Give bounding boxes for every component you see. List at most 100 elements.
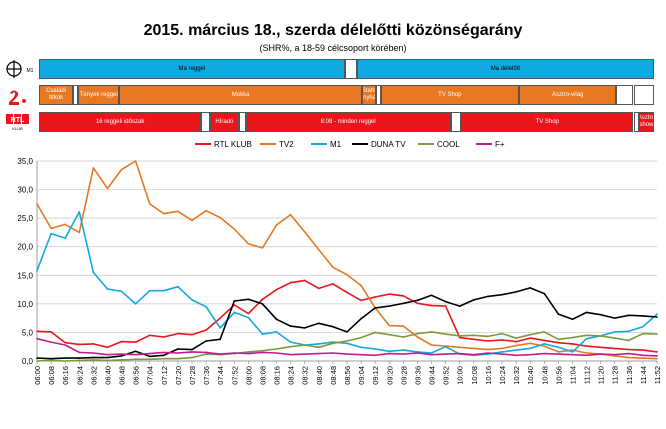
data-point bbox=[36, 360, 38, 362]
data-point bbox=[529, 353, 531, 356]
data-point bbox=[543, 331, 546, 333]
rtl-programme-block: 16 reggeli időszak bbox=[39, 112, 202, 132]
data-point bbox=[36, 337, 38, 340]
data-point bbox=[656, 355, 658, 357]
data-point bbox=[50, 359, 52, 362]
data-point bbox=[261, 351, 264, 354]
data-point bbox=[501, 339, 503, 341]
data-point bbox=[430, 344, 433, 346]
data-point bbox=[261, 247, 264, 249]
data-point bbox=[50, 232, 52, 235]
data-point bbox=[515, 291, 517, 293]
data-point bbox=[50, 331, 52, 333]
data-point bbox=[613, 317, 616, 319]
data-point bbox=[163, 357, 165, 360]
share-line-chart: 0,0 5,0 10,0 15,0 20,0 25,0 30,0 35,0 06:00 06:08… bbox=[17, 140, 662, 385]
data-point bbox=[374, 354, 376, 357]
data-point bbox=[599, 353, 602, 355]
data-point bbox=[64, 360, 66, 362]
data-point bbox=[402, 336, 405, 338]
data-point bbox=[430, 352, 433, 354]
data-point bbox=[289, 345, 292, 348]
data-point bbox=[642, 315, 644, 317]
x-tick-label: 07:28 bbox=[188, 366, 197, 385]
data-point bbox=[346, 340, 348, 342]
data-point bbox=[191, 356, 193, 359]
data-point bbox=[50, 227, 52, 230]
m1-programme-block bbox=[344, 59, 357, 79]
data-point bbox=[275, 331, 278, 333]
x-tick-label: 09:52 bbox=[442, 366, 451, 385]
data-point bbox=[444, 333, 447, 335]
tv2-programme-block: Tények reggel bbox=[78, 85, 120, 105]
tv2-programme-block: Családi titkok bbox=[39, 85, 74, 105]
data-point bbox=[92, 352, 95, 354]
data-point bbox=[148, 352, 151, 355]
data-point bbox=[318, 322, 320, 325]
data-point bbox=[599, 346, 602, 349]
data-point bbox=[416, 302, 419, 305]
x-tick-label: 08:16 bbox=[273, 366, 282, 385]
x-tick-label: 10:08 bbox=[470, 366, 479, 385]
data-point bbox=[501, 347, 503, 350]
data-point bbox=[92, 356, 95, 359]
data-point bbox=[473, 353, 475, 356]
data-point bbox=[515, 337, 517, 339]
rtl-programme-block: 8:08 - minden reggel bbox=[245, 112, 451, 132]
y-tick-label: 35,0 bbox=[17, 157, 33, 166]
data-point bbox=[289, 353, 292, 356]
data-point bbox=[388, 333, 391, 336]
data-point bbox=[473, 347, 475, 350]
m1-logo-icon: M1 bbox=[6, 60, 34, 78]
data-point bbox=[628, 314, 630, 317]
data-point bbox=[275, 224, 278, 226]
data-point bbox=[515, 340, 517, 343]
data-point bbox=[656, 333, 658, 335]
data-point bbox=[36, 357, 38, 359]
data-point bbox=[585, 337, 588, 340]
data-point bbox=[78, 359, 81, 362]
data-point bbox=[64, 357, 66, 359]
legend-label: F+ bbox=[495, 140, 505, 149]
data-point bbox=[134, 353, 137, 356]
data-point bbox=[261, 298, 264, 301]
data-point bbox=[487, 335, 489, 338]
data-point bbox=[487, 352, 489, 354]
data-point bbox=[458, 352, 461, 355]
data-point bbox=[148, 334, 151, 337]
data-point bbox=[571, 318, 574, 321]
data-point bbox=[303, 231, 306, 233]
tv2-programme-block: Stahl konyhája bbox=[361, 85, 376, 105]
data-point bbox=[416, 352, 419, 354]
tv2-programme-block bbox=[73, 85, 79, 105]
x-tick-label: 09:20 bbox=[385, 366, 394, 385]
data-point bbox=[134, 341, 137, 343]
data-point bbox=[318, 248, 320, 251]
data-point bbox=[444, 345, 447, 348]
data-point bbox=[487, 348, 489, 351]
data-point bbox=[247, 316, 250, 319]
data-point bbox=[205, 353, 207, 355]
rtl-programme-block bbox=[238, 112, 246, 132]
x-tick-label: 06:40 bbox=[103, 366, 112, 385]
data-point bbox=[444, 353, 447, 355]
data-point bbox=[233, 228, 236, 230]
x-tick-label: 10:48 bbox=[540, 366, 549, 385]
data-point bbox=[219, 338, 221, 341]
data-point bbox=[557, 351, 560, 353]
data-point bbox=[346, 331, 348, 333]
data-point bbox=[402, 302, 405, 305]
x-tick-label: 09:04 bbox=[357, 366, 366, 385]
data-point bbox=[642, 354, 644, 357]
x-tick-label: 08:56 bbox=[343, 366, 352, 385]
tv2-programme-block: Mokka bbox=[119, 85, 362, 105]
x-tick-label: 08:32 bbox=[301, 366, 310, 385]
legend-label: TV2 bbox=[279, 140, 294, 149]
tv2-programme-block: TV Shop bbox=[380, 85, 520, 105]
data-point bbox=[332, 342, 334, 345]
data-point bbox=[191, 299, 193, 301]
x-tick-label: 10:40 bbox=[526, 366, 535, 385]
data-point bbox=[163, 354, 165, 357]
m1-programme-row: Ma reggel Ma délelőtt bbox=[39, 59, 654, 79]
data-point bbox=[120, 355, 123, 357]
